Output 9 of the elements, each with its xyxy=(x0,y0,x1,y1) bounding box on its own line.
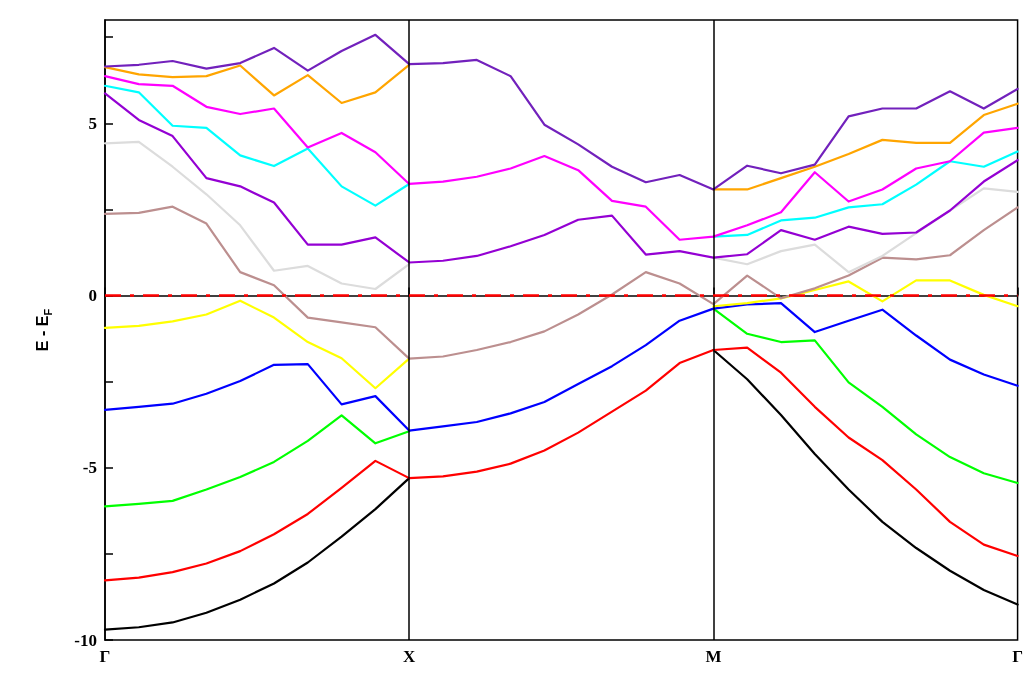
x-tick-label: Γ xyxy=(1012,647,1024,666)
y-tick-label: -10 xyxy=(74,630,97,650)
y-tick-label: 0 xyxy=(88,286,97,306)
x-tick-label: Γ xyxy=(99,647,111,666)
x-tick-label: M xyxy=(705,647,722,666)
y-tick-label: -5 xyxy=(82,458,97,478)
y-axis-title: E - EF xyxy=(34,308,54,352)
x-tick-label: X xyxy=(403,647,417,666)
y-tick-label: 5 xyxy=(88,113,97,133)
